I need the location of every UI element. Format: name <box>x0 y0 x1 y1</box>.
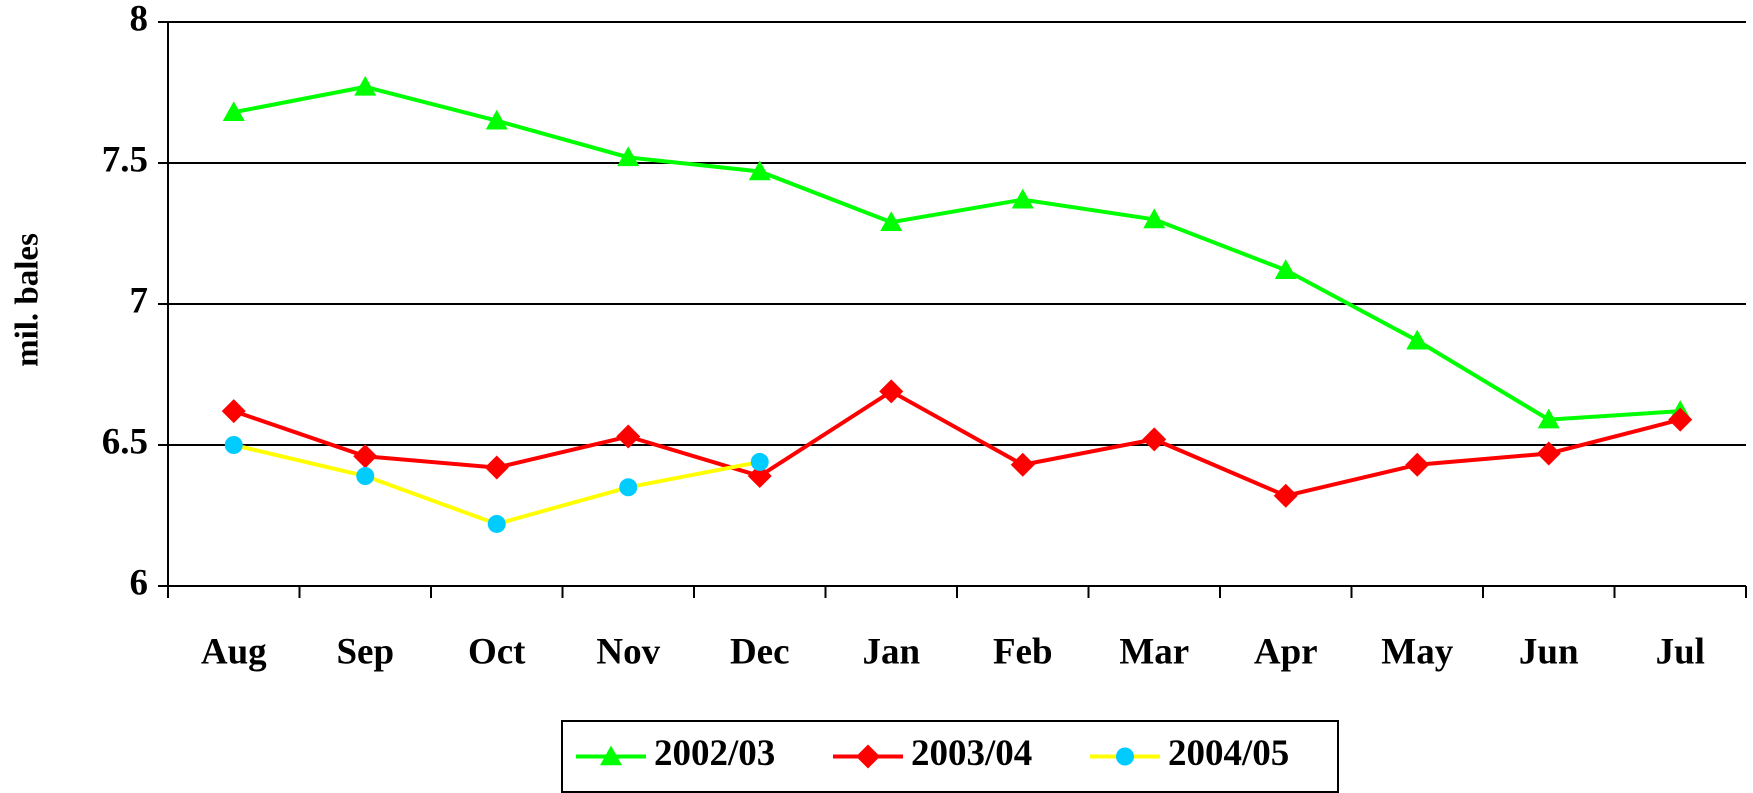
marker <box>1668 407 1693 432</box>
marker <box>616 424 641 449</box>
x-tick-label: Jul <box>1656 631 1705 672</box>
y-tick-label: 6 <box>130 562 149 603</box>
legend-marker <box>856 744 880 769</box>
marker <box>619 478 638 497</box>
y-tick-label: 6.5 <box>102 421 148 462</box>
legend-marker <box>600 745 622 766</box>
x-tick-label: Aug <box>201 631 267 672</box>
marker <box>748 160 771 181</box>
legend-marker <box>1116 747 1134 766</box>
legend-label: 2004/05 <box>1168 733 1289 774</box>
marker <box>484 455 509 480</box>
y-axis-label: mil. bales <box>10 233 46 367</box>
legend-box <box>561 720 1339 793</box>
legend-label: 2002/03 <box>654 733 775 774</box>
x-tick-label: Mar <box>1119 631 1189 672</box>
x-tick-label: Apr <box>1254 631 1318 672</box>
marker <box>1010 452 1035 477</box>
legend-label: 2003/04 <box>911 733 1032 774</box>
marker <box>1011 188 1034 209</box>
series-line <box>233 84 1681 422</box>
marker <box>617 146 640 167</box>
series-line <box>233 389 1681 498</box>
x-tick-label: Dec <box>730 631 790 672</box>
marker <box>356 467 375 486</box>
x-tick-label: Jan <box>862 631 920 672</box>
x-tick-label: Oct <box>468 631 526 672</box>
x-tick-label: Feb <box>993 631 1053 672</box>
x-tick-label: Sep <box>336 631 394 672</box>
marker <box>354 75 377 96</box>
x-tick-label: May <box>1381 631 1453 672</box>
marker <box>1143 208 1166 229</box>
y-tick-label: 7.5 <box>102 139 148 180</box>
marker <box>224 436 243 454</box>
marker <box>221 399 246 424</box>
y-tick-label: 8 <box>130 0 149 39</box>
marker <box>1537 408 1560 429</box>
marker <box>880 211 903 232</box>
y-tick-label: 7 <box>130 280 149 321</box>
marker <box>879 379 904 404</box>
marker <box>353 444 378 469</box>
marker <box>1405 452 1430 477</box>
marker <box>222 101 245 122</box>
x-tick-label: Nov <box>596 631 660 672</box>
marker <box>487 514 506 533</box>
marker <box>1274 259 1297 279</box>
marker <box>1142 427 1167 452</box>
marker <box>485 109 508 130</box>
x-tick-label: Jun <box>1519 631 1579 672</box>
marker <box>1273 483 1298 508</box>
marker <box>1406 329 1429 350</box>
marker <box>750 452 769 471</box>
marker <box>747 464 772 489</box>
marker <box>1536 441 1561 466</box>
